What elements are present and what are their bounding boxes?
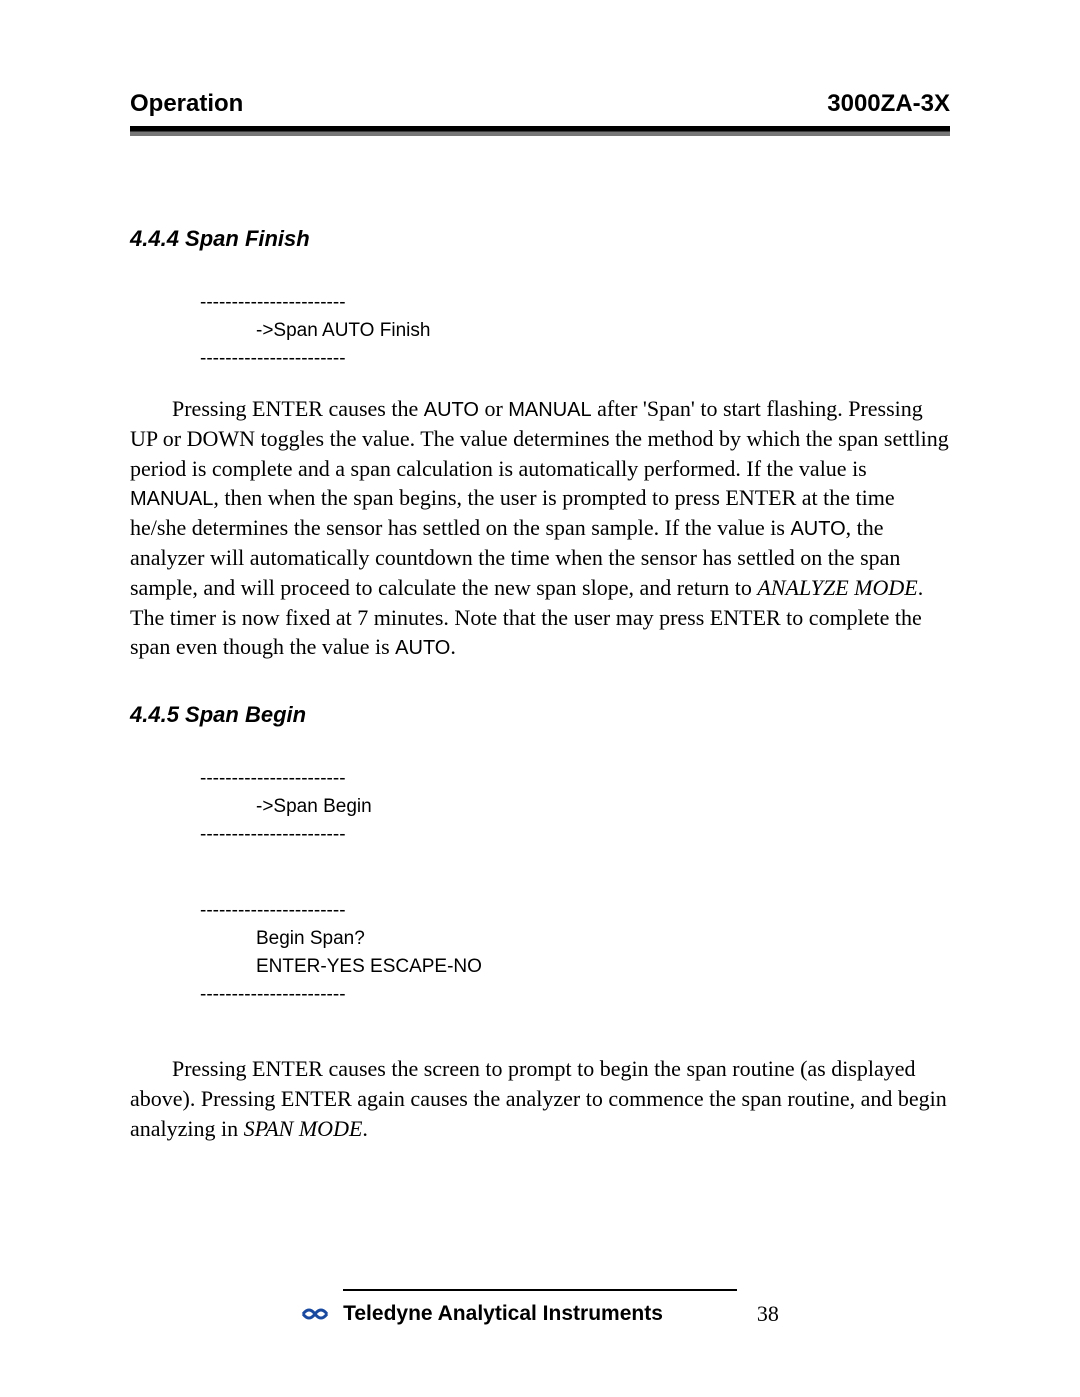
display-block-span-finish: ----------------------- ->Span AUTO Fini… bbox=[200, 292, 950, 370]
section-heading-span-finish: 4.4.4 Span Finish bbox=[130, 226, 950, 252]
text: or bbox=[479, 396, 508, 421]
text: . bbox=[362, 1116, 368, 1141]
footer-company: Teledyne Analytical Instruments bbox=[343, 1302, 663, 1326]
display-line-span-auto-finish: ->Span AUTO Finish bbox=[256, 320, 950, 342]
page-container: Operation 3000ZA-3X 4.4.4 Span Finish --… bbox=[0, 0, 1080, 1244]
page-footer: Teledyne Analytical Instruments 38 bbox=[130, 1289, 950, 1327]
header-left: Operation bbox=[130, 90, 243, 118]
text-span-mode: SPAN MODE bbox=[244, 1116, 363, 1141]
text: Pressing ENTER causes the bbox=[172, 396, 424, 421]
dash-line: ----------------------- bbox=[200, 348, 950, 370]
header-right: 3000ZA-3X bbox=[827, 90, 950, 118]
display-line-span-begin: ->Span Begin bbox=[256, 796, 950, 818]
footer-row: Teledyne Analytical Instruments 38 bbox=[130, 1301, 950, 1327]
dash-line: ----------------------- bbox=[200, 292, 950, 314]
body-paragraph-span-finish: Pressing ENTER causes the AUTO or MANUAL… bbox=[130, 394, 950, 662]
footer-page-number: 38 bbox=[757, 1301, 779, 1327]
display-line-begin-span-q: Begin Span? bbox=[256, 928, 950, 950]
text: . bbox=[450, 634, 456, 659]
spacer bbox=[130, 870, 950, 894]
dash-line: ----------------------- bbox=[200, 900, 950, 922]
page-header: Operation 3000ZA-3X bbox=[130, 90, 950, 118]
display-block-span-begin-1: ----------------------- ->Span Begin ---… bbox=[200, 768, 950, 846]
dash-line: ----------------------- bbox=[200, 768, 950, 790]
text: , then when the span begins, the user is… bbox=[130, 485, 895, 540]
text-analyze-mode: ANALYZE MODE bbox=[757, 575, 917, 600]
text-auto: AUTO bbox=[790, 518, 845, 540]
section-heading-span-begin: 4.4.5 Span Begin bbox=[130, 702, 950, 728]
text-manual: MANUAL bbox=[130, 488, 213, 510]
text-auto: AUTO bbox=[395, 637, 450, 659]
header-rule bbox=[130, 126, 950, 136]
text-auto: AUTO bbox=[424, 399, 479, 421]
display-line-enter-yes-escape-no: ENTER-YES ESCAPE-NO bbox=[256, 956, 950, 978]
text-manual: MANUAL bbox=[508, 399, 591, 421]
footer-rule bbox=[343, 1289, 737, 1291]
dash-line: ----------------------- bbox=[200, 984, 950, 1006]
body-paragraph-span-begin: Pressing ENTER causes the screen to prom… bbox=[130, 1054, 950, 1143]
spacer bbox=[130, 1030, 950, 1054]
display-block-span-begin-2: ----------------------- Begin Span? ENTE… bbox=[200, 900, 950, 1006]
dash-line: ----------------------- bbox=[200, 824, 950, 846]
teledyne-logo-icon bbox=[301, 1304, 329, 1324]
